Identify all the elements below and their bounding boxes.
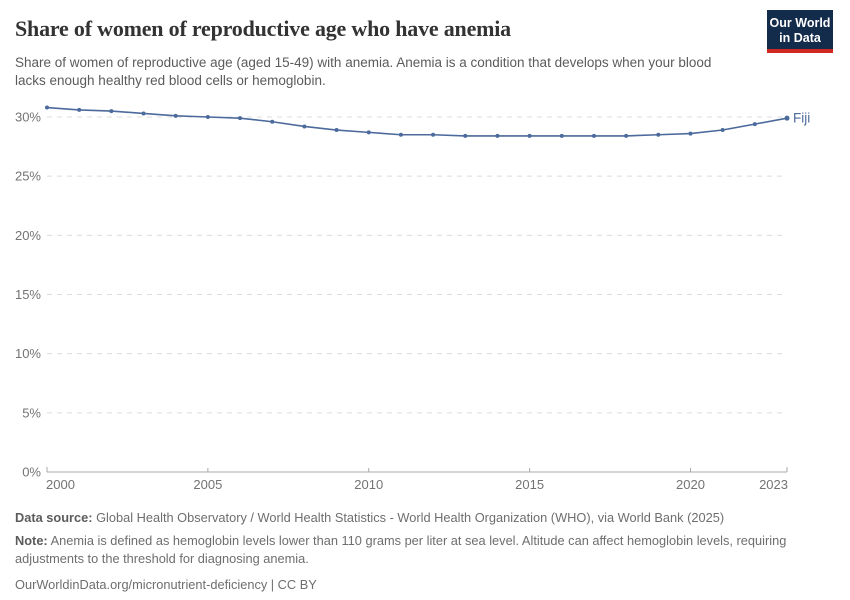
data-point[interactable]	[752, 122, 757, 127]
data-point[interactable]	[624, 133, 629, 138]
data-point[interactable]	[334, 128, 339, 133]
data-line	[46, 106, 788, 137]
data-point[interactable]	[173, 113, 178, 118]
page-title: Share of women of reproductive age who h…	[15, 16, 511, 41]
x-tick-label: 2015	[515, 477, 544, 492]
note-text: Anemia is defined as hemoglobin levels l…	[15, 532, 787, 566]
data-point[interactable]	[720, 128, 725, 133]
data-point[interactable]	[109, 109, 114, 114]
owid-logo-line2: in Data	[779, 31, 821, 46]
data-source-label: Data source:	[15, 510, 93, 525]
data-source-text: Global Health Observatory / World Health…	[96, 510, 725, 525]
y-tick-label: 25%	[15, 169, 41, 184]
data-point[interactable]	[77, 107, 82, 112]
data-point[interactable]	[205, 115, 210, 120]
citation-link[interactable]: OurWorldinData.org/micronutrient-deficie…	[15, 576, 317, 592]
data-point[interactable]	[591, 133, 596, 138]
y-tick-label: 0%	[22, 465, 41, 480]
y-tick-label: 10%	[15, 346, 41, 361]
data-point[interactable]	[527, 133, 532, 138]
y-tick-label: 20%	[15, 228, 41, 243]
data-point[interactable]	[495, 133, 500, 138]
x-tick-label: 2020	[676, 477, 705, 492]
data-point[interactable]	[238, 116, 243, 121]
data-point[interactable]	[366, 130, 371, 135]
data-point[interactable]	[431, 132, 436, 137]
data-source-row: Data source: Global Health Observatory /…	[15, 509, 837, 527]
data-point[interactable]	[688, 131, 693, 136]
chart-plot[interactable]: 0% 5% 10% 15% 20% 25% 30% 2000 2005 2010 2015 2020 2…	[0, 95, 850, 495]
data-point[interactable]	[398, 132, 403, 137]
note-row: Note: Anemia is defined as hemoglobin le…	[15, 532, 837, 568]
data-point[interactable]	[559, 133, 564, 138]
x-tick-label: 2023	[759, 477, 788, 492]
data-point[interactable]	[270, 119, 275, 124]
data-point[interactable]	[302, 124, 307, 129]
data-point[interactable]	[45, 105, 49, 110]
x-tick-label: 2000	[46, 477, 75, 492]
y-tick-label: 15%	[15, 287, 41, 302]
data-point[interactable]	[141, 111, 146, 116]
owid-logo[interactable]: Our World in Data	[767, 10, 833, 53]
note-label: Note:	[15, 532, 48, 548]
chart-subtitle: Share of women of reproductive age (aged…	[15, 55, 712, 88]
owid-logo-line1: Our World	[769, 16, 831, 30]
y-tick-label: 5%	[22, 405, 41, 420]
data-point[interactable]	[784, 115, 790, 121]
data-point[interactable]	[463, 133, 468, 138]
data-point[interactable]	[656, 132, 661, 137]
x-tick-label: 2005	[193, 477, 222, 492]
series-label[interactable]: Fiji	[793, 111, 810, 126]
x-tick-label: 2010	[354, 477, 383, 492]
chart-footer: Data source: Global Health Observatory /…	[15, 509, 837, 594]
y-tick-label: 30%	[15, 110, 41, 125]
